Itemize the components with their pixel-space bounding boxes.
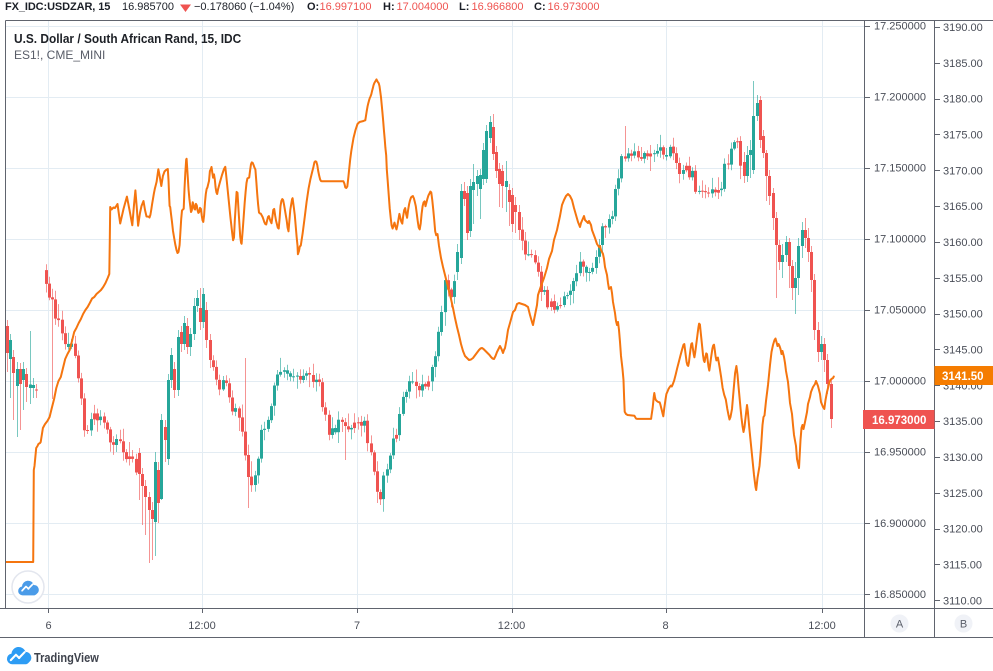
- svg-text:16.900000: 16.900000: [874, 518, 926, 530]
- svg-text:12:00: 12:00: [808, 620, 836, 632]
- svg-text:16.973000: 16.973000: [872, 415, 926, 427]
- svg-text:3155.00: 3155.00: [943, 273, 983, 285]
- svg-text:12:00: 12:00: [498, 620, 526, 632]
- svg-text:3160.00: 3160.00: [943, 237, 983, 249]
- svg-text:12:00: 12:00: [188, 620, 216, 632]
- svg-text:3115.00: 3115.00: [943, 560, 982, 572]
- svg-text:TradingView: TradingView: [34, 650, 99, 665]
- svg-text:3165.00: 3165.00: [943, 201, 983, 213]
- svg-text:3150.00: 3150.00: [943, 309, 983, 321]
- svg-text:3190.00: 3190.00: [943, 22, 983, 34]
- svg-text:8: 8: [662, 620, 668, 632]
- svg-text:7: 7: [354, 620, 360, 632]
- svg-text:17.150000: 17.150000: [874, 163, 926, 175]
- svg-text:3125.00: 3125.00: [943, 488, 983, 500]
- svg-text:17.200000: 17.200000: [874, 92, 926, 104]
- svg-text:16.950000: 16.950000: [874, 447, 926, 459]
- svg-text:3170.00: 3170.00: [943, 165, 983, 177]
- svg-text:6: 6: [45, 620, 51, 632]
- svg-text:3175.00: 3175.00: [943, 130, 983, 142]
- svg-text:16.850000: 16.850000: [874, 589, 926, 601]
- svg-text:17.000000: 17.000000: [874, 376, 926, 388]
- svg-text:A: A: [896, 619, 904, 631]
- svg-text:17.100000: 17.100000: [874, 234, 926, 246]
- svg-text:3145.00: 3145.00: [943, 345, 983, 357]
- svg-text:B: B: [960, 619, 967, 631]
- svg-text:3135.00: 3135.00: [943, 416, 983, 428]
- svg-text:3110.00: 3110.00: [943, 595, 982, 607]
- svg-text:3120.00: 3120.00: [943, 524, 983, 536]
- svg-text:17.050000: 17.050000: [874, 305, 926, 317]
- svg-text:17.250000: 17.250000: [874, 21, 926, 33]
- svg-text:3185.00: 3185.00: [943, 58, 983, 70]
- svg-text:3141.50: 3141.50: [942, 371, 984, 383]
- svg-text:3180.00: 3180.00: [943, 94, 983, 106]
- svg-text:3130.00: 3130.00: [943, 452, 983, 464]
